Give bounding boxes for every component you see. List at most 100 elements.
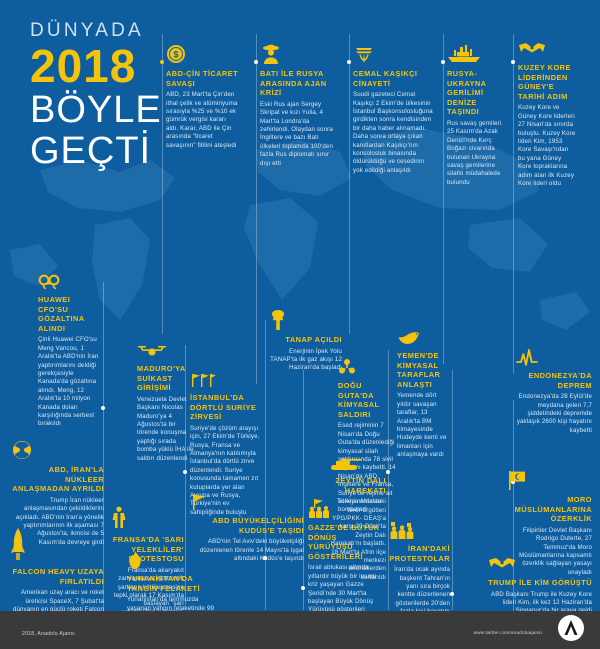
earthquake-icon bbox=[516, 348, 592, 366]
event-card-istanbulda-dortlu-suriye-zirvesi[interactable]: İSTANBUL'DA DÖRTLÜ SURİYE ZİRVESİ Suriye… bbox=[190, 372, 264, 517]
timeline-rail bbox=[513, 34, 514, 374]
event-title: ABD, İRAN'LA NÜKLEER ANLAŞMADAN AYRILDI bbox=[12, 465, 104, 494]
event-title: TANAP AÇILDI bbox=[285, 335, 342, 344]
event-title: HUAWEI CFO'SU GÖZALTINA ALINDI bbox=[38, 295, 85, 333]
event-card-kuzey-kore-guney-tarihi-adim[interactable]: KUZEY KORE LİDERİNDEN GÜNEY'E TARİHİ ADI… bbox=[518, 40, 576, 188]
event-title: KUZEY KORE LİDERİNDEN GÜNEY'E TARİHİ ADI… bbox=[518, 63, 571, 101]
event-card-moro-muslumanlarina-ozerklik[interactable]: MORO MÜSLÜMANLARINA ÖZERKLİK Filipinler … bbox=[506, 470, 592, 577]
event-body: ABD, 23 Mart'ta Çin'den ithal çelik ve a… bbox=[166, 91, 238, 149]
event-card-gazzede-buyuk-donus-yuruyusu[interactable]: GAZZE'DE BÜYÜK DÖNÜŞ YÜRÜYÜŞÜ GÖSTERİLER… bbox=[308, 498, 382, 623]
handshake-icon bbox=[518, 40, 576, 58]
timeline-rail bbox=[303, 370, 304, 610]
event-body: Venezuela Devlet Başkanı Nicolas Maduro'… bbox=[137, 395, 194, 462]
event-card-rusya-ukrayna-gerilimi[interactable]: RUSYA-UKRAYNA GERİLİMİ DENİZE TAŞINDI Ru… bbox=[447, 44, 507, 187]
aa-logo-icon bbox=[558, 615, 584, 641]
timeline-rail bbox=[349, 34, 350, 334]
timeline-rail bbox=[256, 34, 257, 384]
timeline-dot bbox=[160, 60, 164, 64]
timeline-dot bbox=[441, 60, 445, 64]
twitter-handle[interactable]: www.twitter.com/anadoluajansi bbox=[473, 630, 542, 635]
event-title: ZEYTİN DALI HAREKATI bbox=[335, 476, 386, 495]
warship-icon bbox=[447, 44, 507, 64]
event-card-irandaki-protestolar[interactable]: İRAN'DAKİ PROTESTOLAR İran'da ocak ayınd… bbox=[388, 521, 450, 625]
embassy-flag-icon bbox=[190, 493, 304, 511]
event-body: Rus savaş gemileri 25 Kasım'da Azak Deni… bbox=[447, 119, 502, 186]
event-body: Filipinler Devlet Başkanı Rodrigo Dutert… bbox=[519, 526, 592, 576]
headline-line-1: DÜNYADA bbox=[30, 20, 144, 41]
timeline-dot bbox=[263, 556, 267, 560]
timeline-dot bbox=[301, 586, 305, 590]
event-card-falcon-heavy-uzaya-firlatildi[interactable]: FALCON HEAVY UZAYA FIRLATILDI Amerikan u… bbox=[10, 528, 104, 623]
event-title: TRUMP İLE KİM GÖRÜŞTÜ bbox=[488, 578, 592, 587]
event-body: Çinli Huawei CFO'su Meng Vancou, 1 Aralı… bbox=[38, 336, 99, 428]
event-card-maduroya-suikast-girisimi[interactable]: MADURO'YA SUİKAST GİRİŞİMİ Venezuela Dev… bbox=[137, 343, 197, 463]
event-card-yemende-kimyasal-taraflar-anlasti[interactable]: YEMEN'DE KİMYASAL TARAFLAR ANLAŞTI Yemen… bbox=[397, 330, 449, 460]
saudi-emblem-icon bbox=[353, 44, 433, 64]
timeline-dot bbox=[254, 60, 258, 64]
event-card-trump-ile-kim-gorustu[interactable]: TRUMP İLE KİM GÖRÜŞTÜ ABD Başkanı Trump … bbox=[488, 555, 592, 616]
event-body: ABD'nin Tel Aviv'deki büyükelçiliği düze… bbox=[199, 538, 304, 562]
credit-text: 2018, Anadolu Ajansı bbox=[22, 631, 75, 637]
poster-headline: DÜNYADA 2018 BÖYLE GEÇTİ bbox=[30, 20, 190, 172]
timeline-rail bbox=[265, 320, 266, 610]
event-title: FALCON HEAVY UZAYA FIRLATILDI bbox=[12, 567, 104, 586]
event-body: Yemende dört yıldır savaşan taraflar, 13… bbox=[397, 392, 447, 459]
headline-line-4: GEÇTİ bbox=[30, 130, 152, 172]
pipeline-valve-icon bbox=[268, 310, 342, 330]
event-body: ABD Başkanı Trump ile Kuzey Kore lideri … bbox=[491, 590, 592, 615]
event-title: GAZZE'DE BÜYÜK DÖNÜŞ YÜRÜYÜŞÜ GÖSTERİLER… bbox=[308, 523, 380, 561]
chemical-hazard-icon bbox=[338, 358, 400, 376]
event-card-abd-buyukelciligi-kuduse-tasindi[interactable]: ABD BÜYÜKELÇİLİĞİNİ KUDÜS'E TAŞIDI ABD'n… bbox=[190, 493, 304, 563]
event-body: Suudi gazeteci Cemal Kaşıkçı 2 Ekim'de ü… bbox=[353, 91, 433, 174]
drone-icon bbox=[137, 343, 197, 359]
event-card-tanap-acildi[interactable]: TANAP AÇILDI Enerjinin İpek Yolu TANAP't… bbox=[268, 310, 342, 373]
event-title: RUSYA-UKRAYNA GERİLİMİ DENİZE TAŞINDI bbox=[447, 69, 487, 117]
event-title: MADURO'YA SUİKAST GİRİŞİMİ bbox=[137, 364, 186, 393]
timeline-dot bbox=[511, 480, 515, 484]
event-card-bati-rusya-ajan-krizi[interactable]: BATI İLE RUSYA ARASINDA AJAN KRİZİ Eski … bbox=[260, 44, 340, 168]
protest-crowd-icon bbox=[308, 498, 382, 518]
headline-year: 2018 bbox=[30, 40, 137, 92]
event-body: Endonezya'da 28 Eylül'de meydana gelen 7… bbox=[516, 393, 592, 434]
event-body: Suriye'de çözüm arayışı için, 27 Ekim'de… bbox=[190, 424, 260, 516]
timeline-rail bbox=[513, 400, 514, 615]
event-card-dogu-gutada-kimyasal-saldiri[interactable]: DOĞU GUTA'DA KİMYASAL SALDIRI Esed rejim… bbox=[338, 358, 400, 515]
event-card-cemal-kasikci-cinayeti[interactable]: CEMAL KAŞIKÇI CİNAYETİ Suudi gazeteci Ce… bbox=[353, 44, 433, 175]
tank-icon bbox=[328, 455, 386, 471]
event-body: Trump İran nükleer anlaşmasından çekildi… bbox=[15, 496, 104, 546]
event-title: ABD BÜYÜKELÇİLİĞİNİ KUDÜS'E TAŞIDI bbox=[212, 516, 304, 535]
spy-person-icon bbox=[260, 44, 340, 64]
svg-text:$: $ bbox=[173, 50, 178, 60]
event-card-zeytin-dali-harekati[interactable]: ZEYTİN DALI HAREKATI Türkiye Afrin'deki … bbox=[328, 455, 386, 582]
timeline-dot bbox=[347, 60, 351, 64]
event-card-abd-cin-ticaret-savasi[interactable]: $ ABD-ÇİN TİCARET SAVAŞI ABD, 23 Mart'ta… bbox=[166, 44, 240, 150]
crescent-flag-icon bbox=[506, 470, 592, 490]
handcuffs-icon bbox=[38, 274, 100, 290]
event-body: Eski Rus ajan Sergey Skripal ve kızı Yul… bbox=[260, 100, 334, 167]
event-card-abd-iran-nukleer-anlasma[interactable]: ABD, İRAN'LA NÜKLEER ANLAŞMADAN AYRILDI … bbox=[12, 440, 104, 547]
event-title: YUNANİSTAN'DA YANGIN FELAKETİ bbox=[127, 574, 200, 593]
timeline-dot bbox=[511, 60, 515, 64]
footer-bar bbox=[0, 611, 600, 649]
flags-icon bbox=[190, 372, 264, 388]
event-title: DOĞU GUTA'DA KİMYASAL SALDIRI bbox=[338, 381, 380, 419]
event-title: İSTANBUL'DA DÖRTLÜ SURİYE ZİRVESİ bbox=[190, 393, 257, 422]
coin-dollar-icon: $ bbox=[166, 44, 240, 64]
event-body: Türkiye Afrin'deki terör örgütleri YPG/P… bbox=[330, 498, 386, 581]
rocket-icon bbox=[10, 528, 104, 562]
timeline-rail bbox=[388, 350, 389, 610]
timeline-rail bbox=[443, 34, 444, 364]
yellow-vest-icon bbox=[110, 506, 184, 530]
radiation-icon bbox=[12, 440, 104, 460]
timeline-rail bbox=[103, 282, 104, 612]
event-card-huawei-cfo-gozaltina-alindi[interactable]: HUAWEI CFO'SU GÖZALTINA ALINDI Çinli Hua… bbox=[38, 274, 100, 429]
flame-icon bbox=[127, 551, 223, 569]
event-card-endonezyada-deprem[interactable]: ENDONEZYA'DA DEPREM Endonezya'da 28 Eylü… bbox=[516, 348, 592, 435]
dove-icon bbox=[397, 330, 449, 346]
event-title: FRANSA'DA 'SARI YELEKLİLER' PROTESTOSU bbox=[112, 535, 184, 564]
timeline-dot bbox=[386, 470, 390, 474]
event-title: YEMEN'DE KİMYASAL TARAFLAR ANLAŞTI bbox=[397, 351, 441, 389]
timeline-dot bbox=[450, 592, 454, 596]
headline-line-3: BÖYLE bbox=[30, 89, 162, 131]
